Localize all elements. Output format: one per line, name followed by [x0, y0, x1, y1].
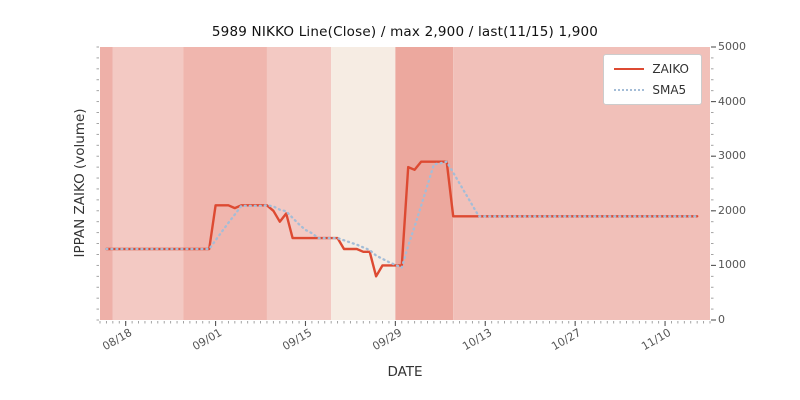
x-axis-label: DATE [387, 364, 423, 380]
chart-title: 5989 NIKKO Line(Close) / max 2,900 / las… [211, 24, 599, 40]
legend-item-zaiko: ZAIKO [614, 62, 689, 76]
y-tick-label: 3000 [718, 149, 746, 163]
zaiko-line-sample [614, 68, 645, 70]
background-band [395, 47, 454, 320]
sma5-line [105, 160, 699, 269]
y-axis-label: IPPAN ZAIKO (volume) [72, 108, 88, 258]
legend-label-zaiko: ZAIKO [652, 62, 689, 76]
y-tick-label: 2000 [718, 203, 746, 217]
background-band [266, 47, 332, 320]
legend-label-sma5: SMA5 [652, 83, 687, 97]
background-band [183, 47, 267, 320]
sma5-line-sample [614, 89, 645, 91]
y-tick-label: 0 [718, 313, 725, 326]
y-tick-label: 4000 [718, 94, 746, 108]
y-tick-label: 1000 [718, 258, 746, 272]
background-band [112, 47, 184, 320]
y-tick-label: 5000 [718, 40, 746, 53]
legend-item-sma5: SMA5 [614, 83, 689, 97]
legend: ZAIKO SMA5 [603, 54, 702, 105]
background-band [100, 47, 113, 320]
background-band [331, 47, 396, 320]
